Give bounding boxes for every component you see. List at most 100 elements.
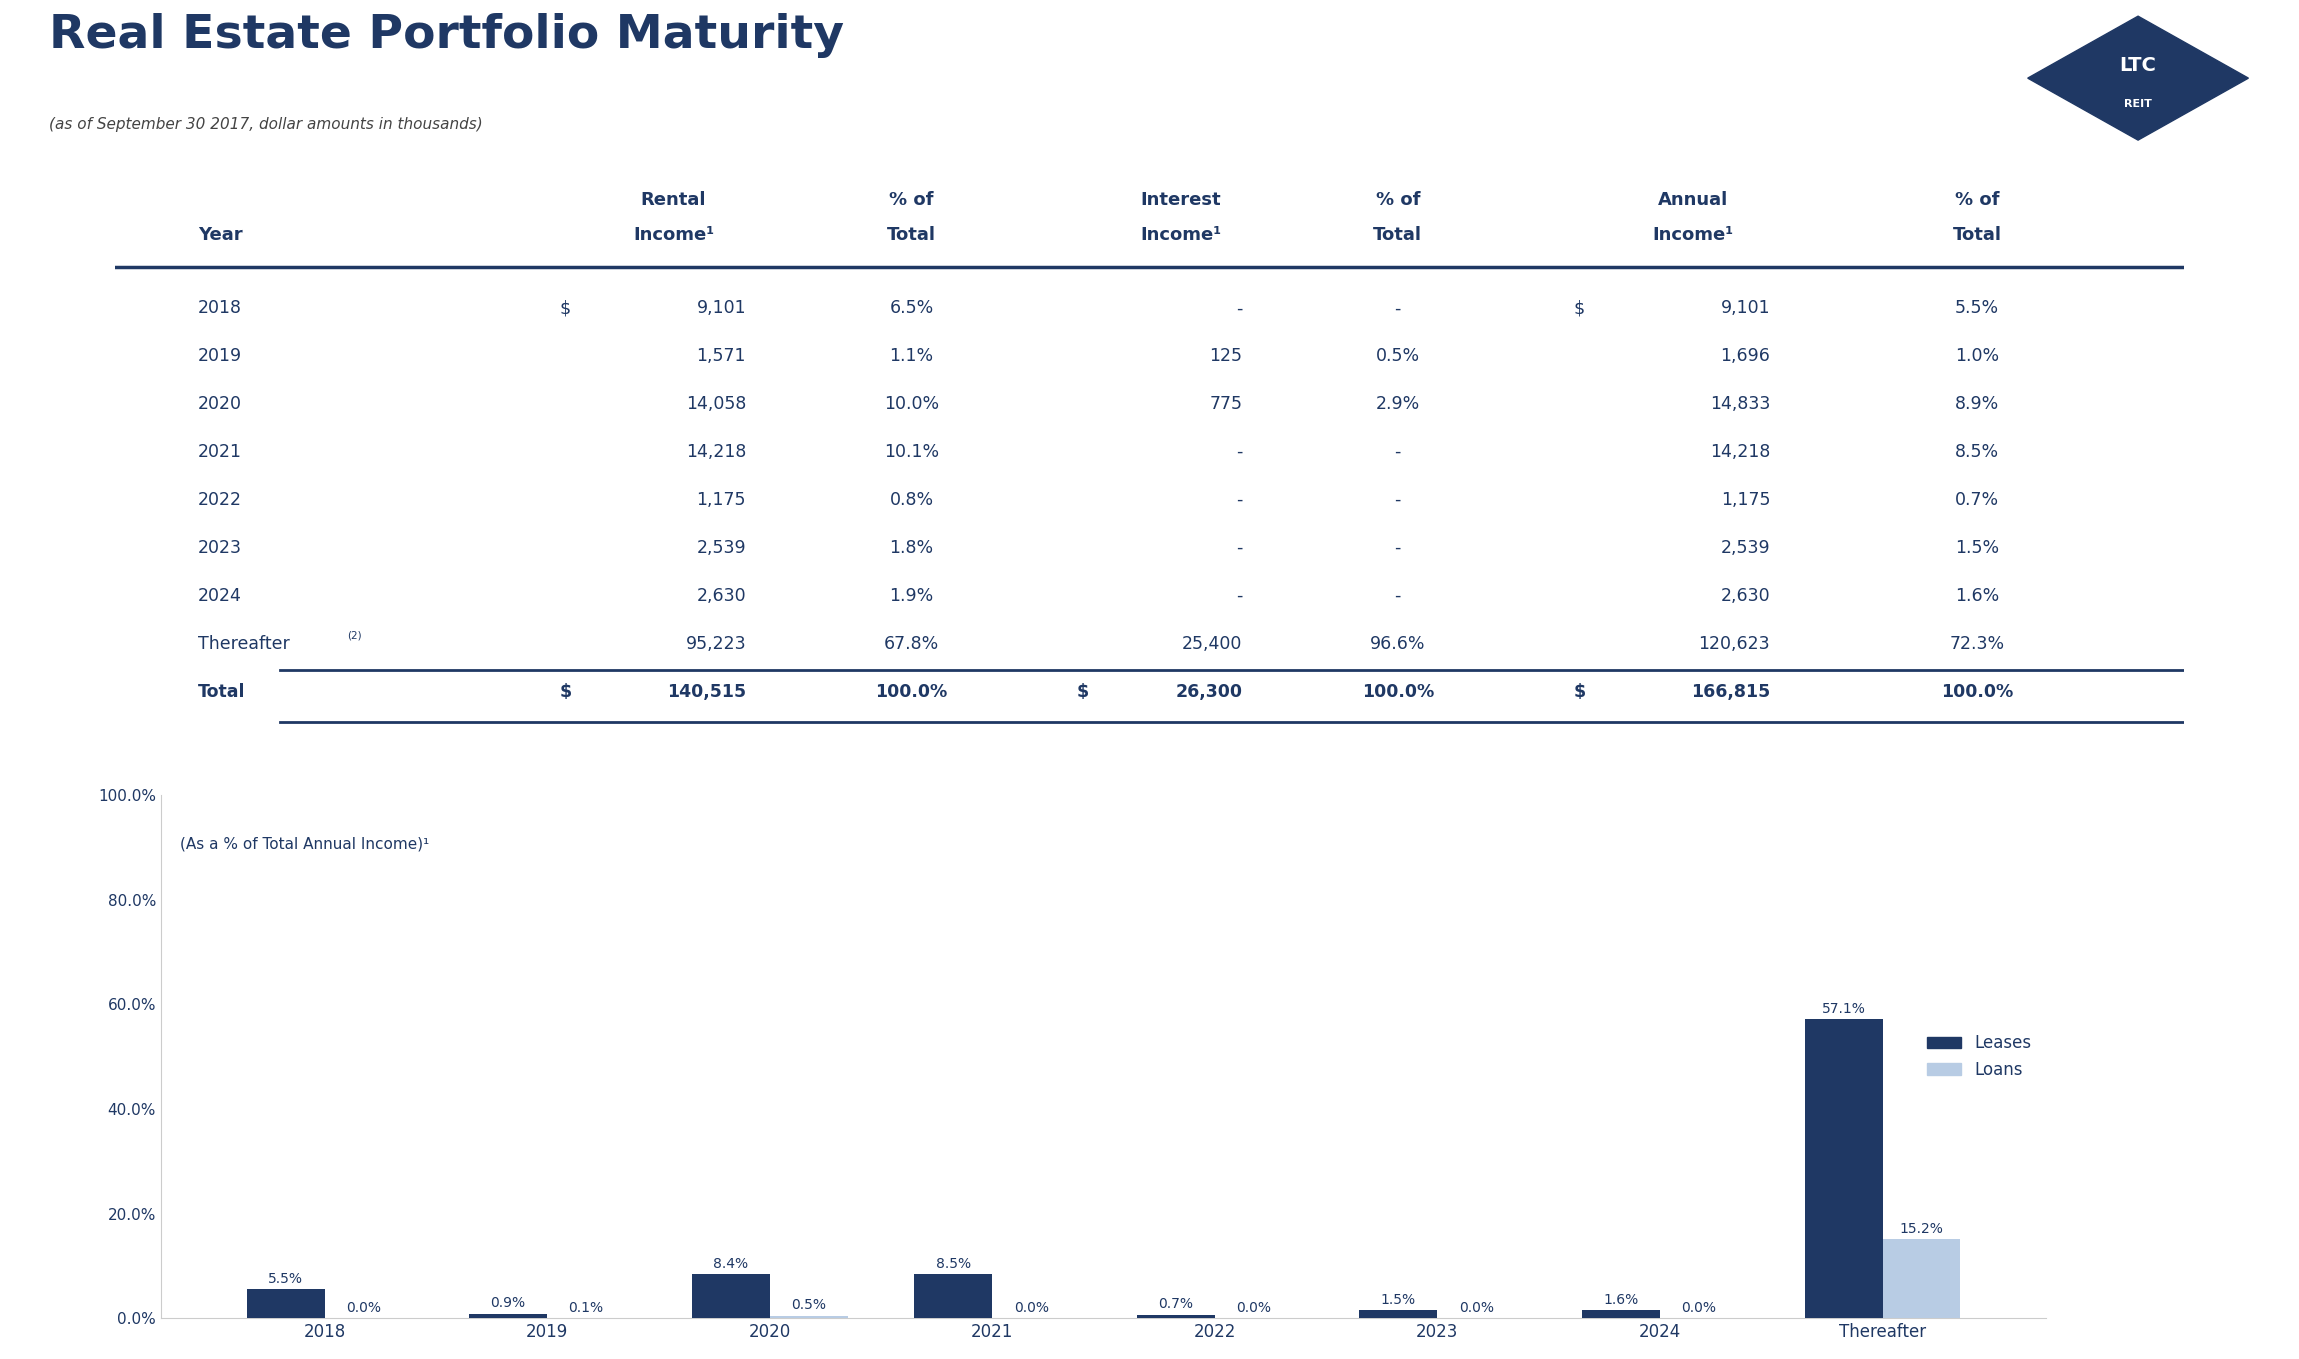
Text: 1.6%: 1.6% [1602,1292,1639,1307]
Bar [246,1290,324,1318]
Text: $: $ [1575,299,1584,318]
Text: 26,300: 26,300 [1175,682,1244,701]
Text: 25,400: 25,400 [1182,635,1244,652]
Text: 8.5%: 8.5% [1954,443,2000,461]
Text: 67.8%: 67.8% [883,635,940,652]
Text: -: - [1395,443,1400,461]
Text: 2,539: 2,539 [697,540,747,557]
Text: 0.5%: 0.5% [791,1298,825,1313]
Text: 120,623: 120,623 [1699,635,1770,652]
Text: 96.6%: 96.6% [1370,635,1425,652]
Text: 2024: 2024 [198,587,241,605]
Text: Total: Total [198,682,246,701]
Text: 1.6%: 1.6% [1954,587,2000,605]
Text: 0.1%: 0.1% [568,1301,605,1314]
Bar [1582,1310,1660,1318]
Text: 166,815: 166,815 [1692,682,1770,701]
Text: Income¹: Income¹ [1140,227,1221,245]
Text: -: - [1395,587,1400,605]
Text: $: $ [561,682,572,701]
Text: -: - [1237,540,1244,557]
Text: 9,101: 9,101 [1720,299,1770,318]
Text: Income¹: Income¹ [632,227,715,245]
Text: -: - [1395,491,1400,510]
Text: -: - [1237,491,1244,510]
Text: -: - [1237,587,1244,605]
Text: % of: % of [890,192,933,209]
Text: 57.1%: 57.1% [1821,1003,1864,1017]
Text: 0.9%: 0.9% [490,1296,526,1310]
Text: 1.5%: 1.5% [1382,1294,1416,1307]
Text: Income¹: Income¹ [1653,227,1733,245]
Text: Annual: Annual [1658,192,1729,209]
Text: % of: % of [1954,192,2000,209]
Text: 0.7%: 0.7% [1159,1298,1193,1311]
Text: 1.1%: 1.1% [890,348,933,366]
Text: (As a % of Total Annual Income)¹: (As a % of Total Annual Income)¹ [179,837,430,852]
Text: 0.8%: 0.8% [890,491,933,510]
Text: LTC: LTC [2120,56,2156,75]
Text: 2018: 2018 [198,299,241,318]
Text: 14,218: 14,218 [1710,443,1770,461]
Text: 2019: 2019 [198,348,241,366]
Text: Thereafter: Thereafter [198,635,290,652]
Text: 0.0%: 0.0% [1237,1301,1271,1316]
Text: 1.8%: 1.8% [890,540,933,557]
Bar [1883,1238,1961,1318]
Bar [915,1273,993,1318]
Polygon shape [2028,16,2248,140]
Text: 1,696: 1,696 [1720,348,1770,366]
Text: 10.0%: 10.0% [885,395,938,413]
Text: 1,175: 1,175 [697,491,747,510]
Text: 2020: 2020 [198,395,241,413]
Text: REIT: REIT [2124,99,2152,109]
Text: 95,223: 95,223 [685,635,747,652]
Text: 2022: 2022 [198,491,241,510]
Text: Year: Year [198,227,241,245]
Bar [469,1314,547,1318]
Text: 100.0%: 100.0% [876,682,947,701]
Text: $: $ [561,299,570,318]
Text: 6.5%: 6.5% [890,299,933,318]
Text: 0.0%: 0.0% [1681,1301,1717,1316]
Text: Total: Total [1952,227,2002,245]
Text: -: - [1395,540,1400,557]
Text: 1.5%: 1.5% [1954,540,2000,557]
Text: -: - [1395,299,1400,318]
Text: 1,571: 1,571 [697,348,747,366]
Bar [1805,1019,1883,1318]
Text: 5.5%: 5.5% [269,1272,303,1287]
Text: 125: 125 [1209,348,1244,366]
Text: 2021: 2021 [198,443,241,461]
Bar [692,1275,770,1318]
Text: 100.0%: 100.0% [1361,682,1435,701]
Bar [770,1316,848,1318]
Text: 1,175: 1,175 [1720,491,1770,510]
Bar [1359,1310,1437,1318]
Text: 1.9%: 1.9% [890,587,933,605]
Text: Total: Total [1373,227,1423,245]
Text: 8.4%: 8.4% [713,1257,747,1271]
Text: 0.0%: 0.0% [1014,1301,1048,1316]
Bar [1138,1314,1214,1318]
Text: 100.0%: 100.0% [1940,682,2014,701]
Text: Real Estate Portfolio Maturity: Real Estate Portfolio Maturity [48,14,844,58]
Legend: Leases, Loans: Leases, Loans [1920,1027,2037,1086]
Text: 0.0%: 0.0% [1460,1301,1494,1316]
Text: Rental: Rental [641,192,706,209]
Text: 8.5%: 8.5% [936,1257,970,1271]
Text: (as of September 30 2017, dollar amounts in thousands): (as of September 30 2017, dollar amounts… [48,117,483,132]
Text: 14,058: 14,058 [685,395,747,413]
Text: -: - [1237,299,1244,318]
Text: Total: Total [887,227,936,245]
Text: 8.9%: 8.9% [1954,395,2000,413]
Text: 775: 775 [1209,395,1244,413]
Text: 2023: 2023 [198,540,241,557]
Text: 1.0%: 1.0% [1954,348,2000,366]
Text: $: $ [1575,682,1586,701]
Text: 140,515: 140,515 [667,682,747,701]
Text: -: - [1237,443,1244,461]
Text: 14,218: 14,218 [685,443,747,461]
Text: 10.1%: 10.1% [885,443,938,461]
Text: 72.3%: 72.3% [1950,635,2005,652]
